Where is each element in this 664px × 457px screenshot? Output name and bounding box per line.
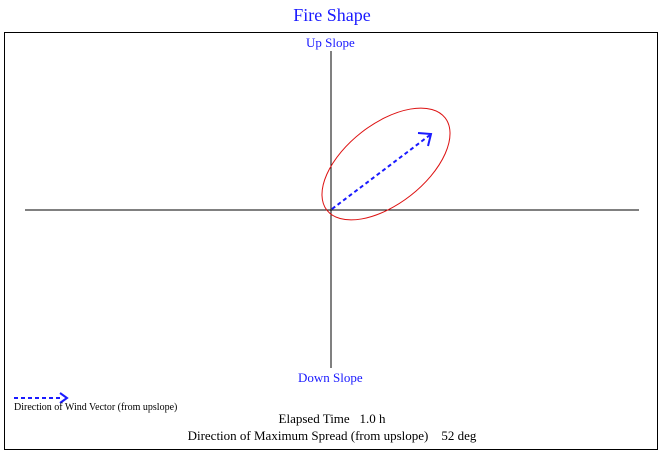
elapsed-time-label: Elapsed Time xyxy=(278,411,350,426)
legend-arrowhead xyxy=(59,392,69,404)
wind-vector-arrowhead xyxy=(417,132,433,147)
elapsed-time-value: 1.0 h xyxy=(359,411,386,426)
elapsed-time-readout: Elapsed Time 1.0 h xyxy=(0,411,664,427)
legend-label: Direction of Wind Vector (from upslope) xyxy=(14,402,178,413)
down-slope-label: Down Slope xyxy=(298,370,363,385)
up-slope-label: Up Slope xyxy=(306,35,355,50)
plot-frame xyxy=(4,32,658,450)
max-spread-direction-label: Direction of Maximum Spread (from upslop… xyxy=(187,428,429,443)
fire-perimeter-ellipse xyxy=(321,107,451,221)
max-spread-direction-readout: Direction of Maximum Spread (from upslop… xyxy=(0,428,664,444)
chart-title: Fire Shape xyxy=(293,5,371,25)
max-spread-direction-value: 52 deg xyxy=(441,428,477,443)
